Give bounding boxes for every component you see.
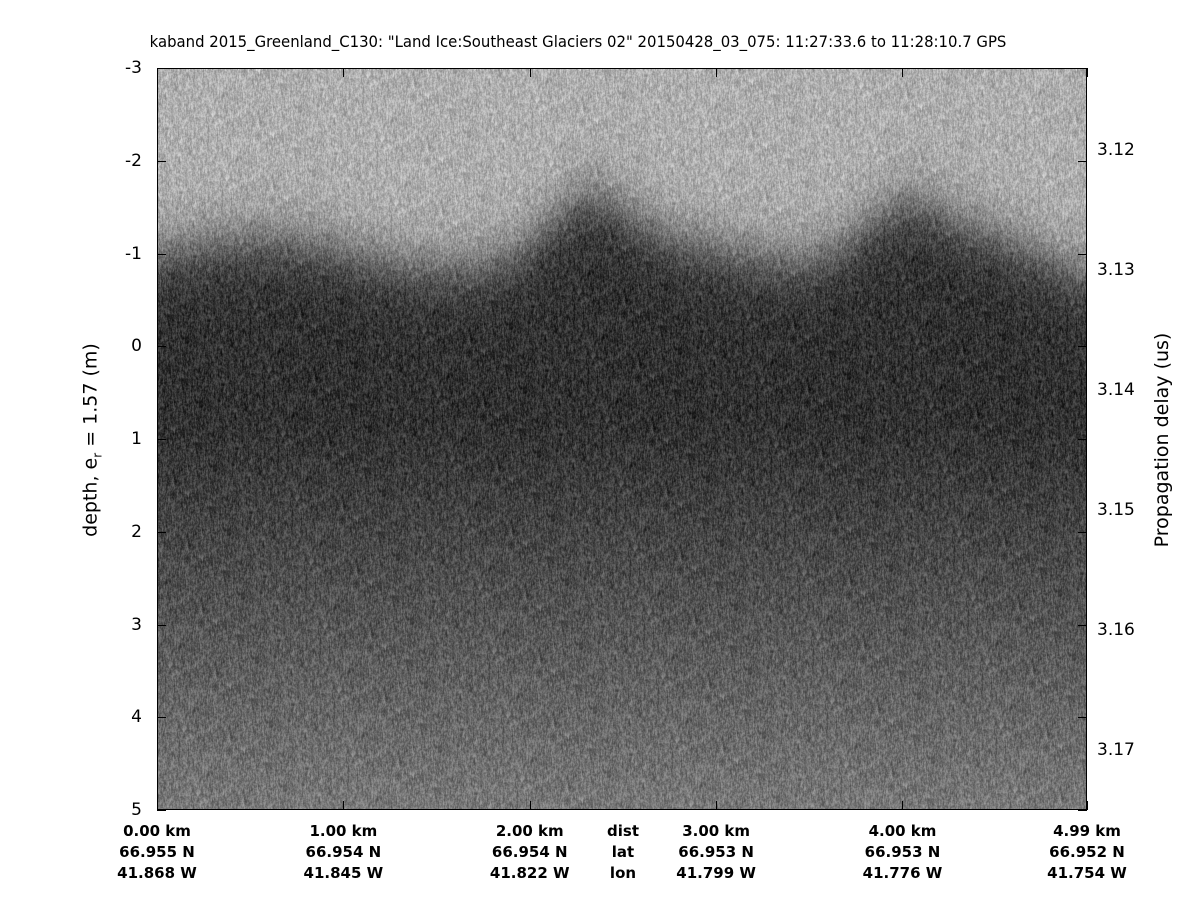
x-tick-label-dist: 3.00 km — [682, 822, 751, 840]
y-tick — [1078, 531, 1087, 533]
x-tick-label-lon: 41.868 W — [117, 864, 197, 882]
x-tick — [1087, 801, 1088, 810]
y-tick-label: -2 — [125, 150, 142, 171]
x-tick-label-dist: 4.99 km — [1053, 822, 1121, 840]
x-tick-label-lon: 41.822 W — [489, 864, 570, 882]
y-label-suffix: = 1.57 (m) — [79, 343, 102, 453]
y-tick — [157, 160, 166, 162]
y2-axis-label: Propagation delay (us) — [1151, 332, 1173, 548]
chart-title: kaband 2015_Greenland_C130: "Land Ice:So… — [149, 32, 1007, 51]
y-tick — [1078, 346, 1087, 348]
x-tick — [716, 801, 718, 810]
x-tick — [716, 68, 718, 77]
x-tick-label-lon: 41.845 W — [303, 864, 384, 882]
x-tick — [902, 801, 904, 810]
x-row-name-lon: lon — [609, 864, 637, 882]
y-tick-label: 1 — [131, 429, 142, 449]
x-tick-label-lat: 66.954 N — [491, 843, 568, 861]
x-tick — [343, 801, 345, 810]
y-label-prefix: depth, e — [79, 457, 102, 537]
y-label-sub: r — [90, 452, 105, 458]
x-tick-label-dist: 1.00 km — [309, 822, 378, 840]
y2-tick-label: 3.13 — [1097, 259, 1135, 280]
x-tick-label-dist: 4.00 km — [868, 822, 937, 840]
y2-tick-label: 3.16 — [1097, 619, 1135, 640]
y-tick-label: 3 — [131, 614, 142, 635]
x-tick-label-lon: 41.799 W — [676, 864, 756, 882]
y-tick — [1078, 810, 1087, 811]
y2-tick-label: 3.17 — [1097, 739, 1135, 760]
y-tick — [157, 346, 166, 348]
y-tick — [1078, 439, 1087, 440]
x-tick — [529, 68, 531, 77]
x-tick — [343, 68, 345, 77]
x-tick-label-lon: 41.776 W — [862, 864, 943, 882]
y-tick — [1078, 624, 1087, 626]
x-row-name-lat: lat — [611, 843, 635, 861]
x-tick-label-lat: 66.954 N — [305, 843, 382, 861]
x-tick — [1087, 68, 1088, 77]
x-row-name-dist: dist — [607, 822, 639, 840]
y-tick — [1078, 68, 1087, 69]
x-tick-label-dist: 2.00 km — [495, 822, 564, 840]
y2-tick-label: 3.15 — [1097, 499, 1135, 520]
x-tick-label-dist: 0.00 km — [123, 822, 191, 840]
y-tick — [1078, 717, 1087, 719]
x-tick-label-lat: 66.955 N — [119, 843, 195, 861]
y-tick-label: -3 — [125, 58, 142, 78]
y-tick — [1078, 160, 1087, 162]
y-tick-label: 0 — [131, 336, 142, 357]
y-tick — [157, 810, 166, 811]
x-tick-label-lat: 66.952 N — [1049, 843, 1125, 861]
y-tick-label: 2 — [131, 521, 142, 542]
y-tick — [157, 68, 166, 69]
y2-tick-label: 3.14 — [1097, 379, 1135, 400]
x-tick-label-lat: 66.953 N — [864, 843, 941, 861]
y-tick — [157, 253, 166, 255]
y-tick — [157, 439, 166, 440]
x-tick — [157, 801, 158, 810]
y-tick-label: 4 — [131, 707, 142, 728]
x-tick-label-lon: 41.754 W — [1047, 864, 1127, 882]
y-axis-label: depth, er = 1.57 (m) — [80, 343, 105, 537]
y-tick — [1078, 253, 1087, 255]
echogram-image — [157, 68, 1087, 810]
x-tick — [529, 801, 531, 810]
y-tick-label: -1 — [125, 243, 142, 264]
x-tick — [157, 68, 158, 77]
y2-tick-label: 3.12 — [1097, 139, 1135, 160]
x-tick — [902, 68, 904, 77]
y-tick-label: 5 — [131, 800, 142, 820]
y-tick — [157, 624, 166, 626]
y-tick — [157, 531, 166, 533]
plot-frame — [157, 68, 1087, 810]
x-tick-label-lat: 66.953 N — [678, 843, 754, 861]
y-tick — [157, 717, 166, 719]
